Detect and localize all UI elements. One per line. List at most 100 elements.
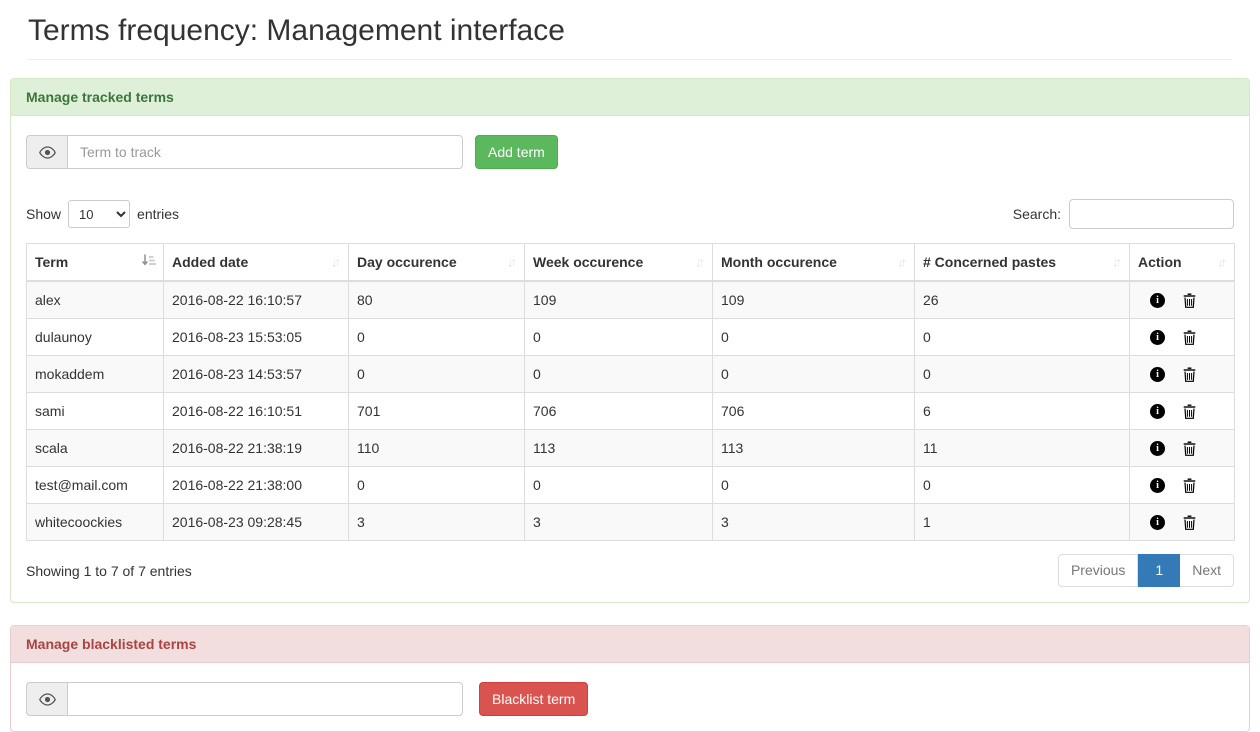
column-header-day-occurence[interactable]: Day occurence ↓↑ (348, 243, 525, 282)
blacklisted-terms-panel: Manage blacklisted terms Blacklist term (10, 625, 1250, 732)
cell-action: i (1129, 503, 1235, 541)
cell-week-occurence: 706 (524, 392, 713, 430)
cell-concerned-pastes: 11 (914, 429, 1130, 467)
trash-icon[interactable] (1183, 404, 1196, 419)
cell-month-occurence: 0 (712, 318, 915, 356)
column-header-term[interactable]: Term (26, 243, 164, 282)
sort-asc-icon (141, 254, 156, 271)
cell-added-date: 2016-08-22 16:10:57 (163, 280, 349, 319)
add-term-button[interactable]: Add term (475, 135, 558, 169)
cell-term: alex (26, 280, 164, 319)
sort-both-icon: ↓↑ (331, 254, 341, 270)
trash-icon[interactable] (1183, 441, 1196, 456)
cell-day-occurence: 701 (348, 392, 525, 430)
table-row: dulaunoy 2016-08-23 15:53:05 0 0 0 0 i (26, 318, 1235, 356)
table-row: scala 2016-08-22 21:38:19 110 113 113 11… (26, 429, 1235, 467)
column-header-concerned-pastes[interactable]: # Concerned pastes ↓↑ (914, 243, 1130, 282)
cell-added-date: 2016-08-23 09:28:45 (163, 503, 349, 541)
cell-month-occurence: 3 (712, 503, 915, 541)
pagination: Previous 1 Next (1057, 554, 1234, 587)
cell-action: i (1129, 355, 1235, 393)
cell-day-occurence: 110 (348, 429, 525, 467)
cell-day-occurence: 3 (348, 503, 525, 541)
page-length-select[interactable]: 10 (68, 200, 131, 228)
cell-day-occurence: 0 (348, 466, 525, 504)
trash-icon[interactable] (1183, 293, 1196, 308)
cell-term: mokaddem (26, 355, 164, 393)
trash-icon[interactable] (1183, 515, 1196, 530)
cell-added-date: 2016-08-22 21:38:00 (163, 466, 349, 504)
info-icon[interactable]: i (1150, 292, 1165, 308)
sort-both-icon: ↓↑ (507, 254, 517, 270)
cell-added-date: 2016-08-23 14:53:57 (163, 355, 349, 393)
table-row: alex 2016-08-22 16:10:57 80 109 109 26 i (26, 280, 1235, 319)
cell-action: i (1129, 429, 1235, 467)
eye-icon (26, 682, 67, 716)
cell-added-date: 2016-08-22 21:38:19 (163, 429, 349, 467)
table-row: whitecoockies 2016-08-23 09:28:45 3 3 3 … (26, 503, 1235, 541)
tracked-terms-table: Term Added date (26, 243, 1235, 541)
cell-week-occurence: 0 (524, 355, 713, 393)
table-row: mokaddem 2016-08-23 14:53:57 0 0 0 0 i (26, 355, 1235, 393)
info-icon[interactable]: i (1150, 514, 1165, 530)
info-icon[interactable]: i (1150, 403, 1165, 419)
pagination-previous-button[interactable]: Previous (1057, 554, 1139, 587)
cell-added-date: 2016-08-22 16:10:51 (163, 392, 349, 430)
pagination-page-1-button[interactable]: 1 (1138, 554, 1181, 587)
blacklist-term-button[interactable]: Blacklist term (479, 682, 589, 716)
term-to-blacklist-input[interactable] (67, 682, 463, 716)
pagination-next-button[interactable]: Next (1180, 554, 1234, 587)
trash-icon[interactable] (1183, 478, 1196, 493)
column-header-action[interactable]: Action ↓↑ (1129, 243, 1235, 282)
table-search-control: Search: (1013, 199, 1234, 229)
cell-concerned-pastes: 1 (914, 503, 1130, 541)
term-to-track-input[interactable] (67, 135, 463, 169)
tracked-terms-panel-heading: Manage tracked terms (11, 79, 1249, 116)
cell-month-occurence: 0 (712, 355, 915, 393)
tracked-terms-panel-body: Add term Show 10 entries Search: (11, 116, 1249, 602)
info-icon[interactable]: i (1150, 329, 1165, 345)
cell-concerned-pastes: 0 (914, 318, 1130, 356)
cell-week-occurence: 113 (524, 429, 713, 467)
term-input-group (26, 135, 463, 169)
cell-day-occurence: 80 (348, 280, 525, 319)
cell-term: sami (26, 392, 164, 430)
info-icon[interactable]: i (1150, 477, 1165, 493)
cell-concerned-pastes: 0 (914, 355, 1130, 393)
cell-term: scala (26, 429, 164, 467)
sort-both-icon: ↓↑ (1217, 254, 1227, 270)
cell-day-occurence: 0 (348, 355, 525, 393)
cell-added-date: 2016-08-23 15:53:05 (163, 318, 349, 356)
trash-icon[interactable] (1183, 367, 1196, 382)
entries-length-control: Show 10 entries (26, 200, 179, 228)
search-input[interactable] (1069, 199, 1234, 229)
page-content: Terms frequency: Management interface Ma… (0, 14, 1260, 732)
search-label: Search: (1012, 206, 1061, 222)
info-icon[interactable]: i (1150, 366, 1165, 382)
cell-month-occurence: 109 (712, 280, 915, 319)
info-icon[interactable]: i (1150, 440, 1165, 456)
table-row: sami 2016-08-22 16:10:51 701 706 706 6 i (26, 392, 1235, 430)
show-label: Show (26, 206, 62, 222)
tracked-terms-panel: Manage tracked terms Add term Show (10, 78, 1250, 603)
cell-term: test@mail.com (26, 466, 164, 504)
trash-icon[interactable] (1183, 330, 1196, 345)
entries-label: entries (137, 206, 180, 222)
column-header-week-occurence[interactable]: Week occurence ↓↑ (524, 243, 713, 282)
cell-day-occurence: 0 (348, 318, 525, 356)
cell-action: i (1129, 466, 1235, 504)
cell-term: dulaunoy (26, 318, 164, 356)
cell-action: i (1129, 392, 1235, 430)
blacklisted-terms-panel-body: Blacklist term (11, 663, 1249, 731)
cell-action: i (1129, 280, 1235, 319)
cell-action: i (1129, 318, 1235, 356)
column-header-month-occurence[interactable]: Month occurence ↓↑ (712, 243, 915, 282)
cell-week-occurence: 0 (524, 466, 713, 504)
cell-concerned-pastes: 6 (914, 392, 1130, 430)
column-header-added-date[interactable]: Added date ↓↑ (163, 243, 349, 282)
cell-week-occurence: 109 (524, 280, 713, 319)
cell-concerned-pastes: 0 (914, 466, 1130, 504)
sort-both-icon: ↓↑ (695, 254, 705, 270)
cell-week-occurence: 3 (524, 503, 713, 541)
cell-month-occurence: 0 (712, 466, 915, 504)
